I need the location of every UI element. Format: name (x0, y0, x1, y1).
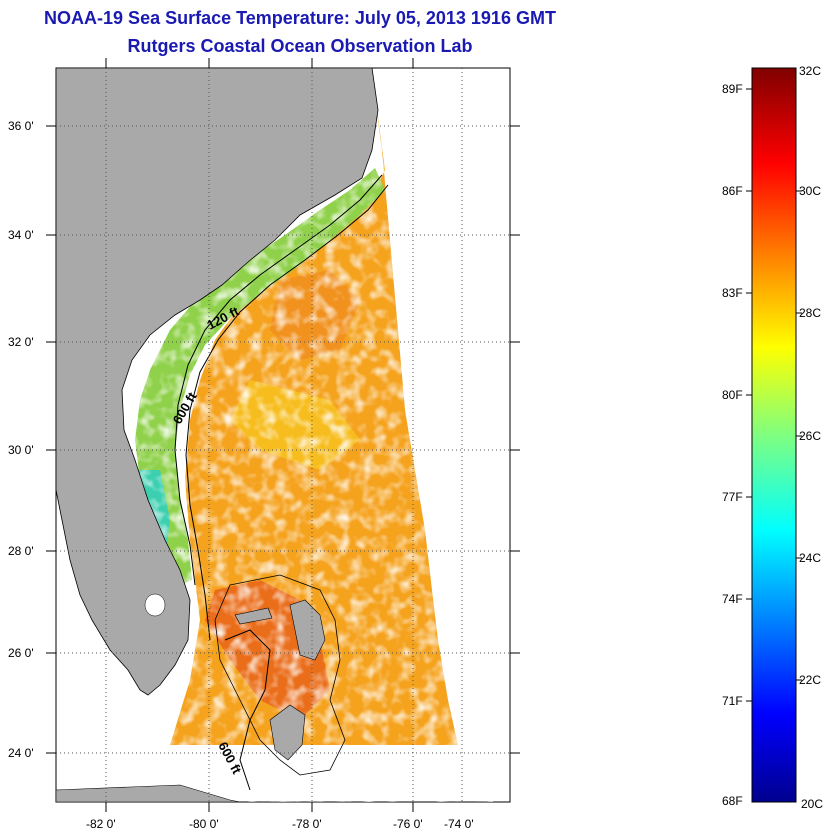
lon-label: -74 0' (444, 817, 474, 831)
frame-ticks (46, 58, 520, 812)
lon-label: -78 0' (292, 817, 322, 831)
colorbar-f-label: 77F (722, 490, 743, 504)
lon-label: -80 0' (189, 817, 219, 831)
land-bahamas-grand (234, 607, 273, 625)
colorbar-c-label: 32C (799, 64, 821, 78)
lon-label: -76 0' (393, 817, 423, 831)
contour-120ft (174, 174, 383, 586)
lat-label: 28 0' (8, 544, 34, 558)
colorbar-f-label: 89F (722, 82, 743, 96)
lon-label: -82 0' (86, 817, 116, 831)
colorbar-c-label: 20C (801, 797, 823, 811)
lat-label: 34 0' (8, 228, 34, 242)
lat-label: 32 0' (8, 335, 34, 349)
land-bahamas-abaco (289, 599, 326, 661)
lat-label: 30 0' (8, 443, 34, 457)
colorbar-f-label: 74F (722, 592, 743, 606)
colorbar-f-label: 86F (722, 184, 743, 198)
lat-label: 36 0' (8, 119, 34, 133)
contour-600ft-bahamas (224, 629, 271, 791)
colorbar-c-label: 28C (799, 306, 821, 320)
colorbar-c-label: 22C (799, 673, 821, 687)
lat-label: 26 0' (8, 646, 34, 660)
land-mainland (56, 68, 379, 696)
colorbar-f-label: 80F (722, 388, 743, 402)
colorbar (751, 67, 797, 803)
colorbar-c-label: 24C (799, 551, 821, 565)
colorbar-f-label: 68F (722, 794, 743, 808)
colorbar-c-label: 30C (799, 184, 821, 198)
contour-bahamas-bank (214, 574, 346, 776)
map-title: NOAA-19 Sea Surface Temperature: July 05… (44, 8, 556, 28)
land-cuba-edge (56, 784, 241, 802)
land-bahamas-andros (269, 704, 306, 761)
colorbar-c-label: 26C (799, 429, 821, 443)
lake-okeechobee (144, 593, 166, 617)
colorbar-f-label: 83F (722, 286, 743, 300)
lat-label: 24 0' (8, 746, 34, 760)
colorbar-f-label: 71F (722, 694, 743, 708)
colorbar-ticks (746, 88, 802, 702)
map-subtitle: Rutgers Coastal Ocean Observation Lab (127, 36, 473, 56)
